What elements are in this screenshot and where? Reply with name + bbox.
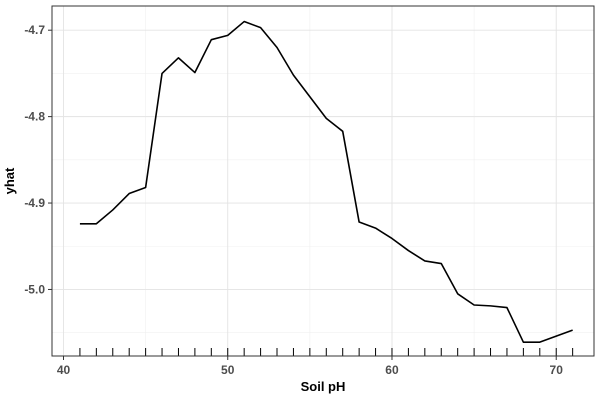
x-tick-label: 60 xyxy=(385,363,399,377)
major-gridlines xyxy=(52,6,594,356)
series-line xyxy=(79,20,573,343)
x-rug xyxy=(79,348,574,356)
y-tick-label: -4.9 xyxy=(24,196,45,210)
y-tick-label: -5.0 xyxy=(24,282,45,296)
x-tick-label: 50 xyxy=(221,363,235,377)
y-tick-label: -4.8 xyxy=(24,110,45,124)
plot-panel-border xyxy=(51,5,595,357)
y-axis-title: yhat xyxy=(2,167,17,194)
x-tick-label: 40 xyxy=(57,363,71,377)
x-tick-label: 70 xyxy=(550,363,564,377)
minor-gridlines xyxy=(52,6,594,356)
y-tick-label: -4.7 xyxy=(24,23,45,37)
y-axis: -4.7 -4.8 -4.9 -5.0 xyxy=(24,23,52,296)
x-axis-title: Soil pH xyxy=(301,379,346,394)
x-axis: 40 50 60 70 xyxy=(57,356,563,377)
